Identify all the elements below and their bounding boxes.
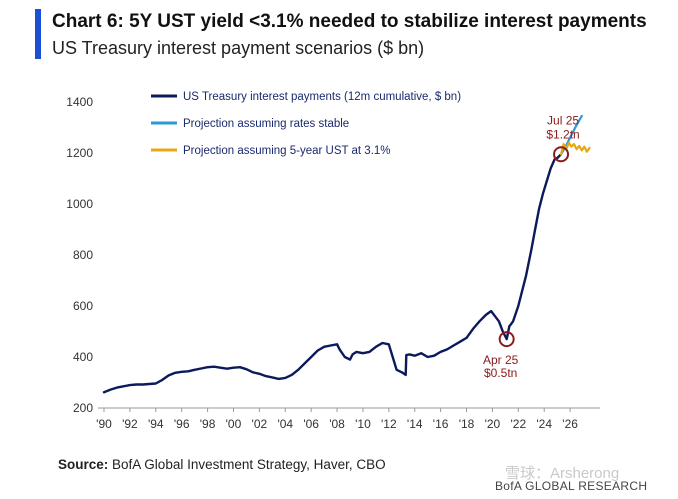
y-tick-label: 1400 xyxy=(66,95,93,109)
source-note: Source: BofA Global Investment Strategy,… xyxy=(58,457,386,472)
x-tick-label: '18 xyxy=(459,417,475,431)
x-tick-label: '20 xyxy=(485,417,501,431)
x-tick-label: '12 xyxy=(381,417,397,431)
legend-label-1: US Treasury interest payments (12m cumul… xyxy=(183,91,461,103)
chart-ticks: 200 400 600 800 1000 1200 1400 '90 '92 '94 '96 '98 '… xyxy=(66,95,578,431)
x-tick-label: '98 xyxy=(200,417,216,431)
annotation-label-apr25: Apr 25 xyxy=(483,353,519,367)
brand-footer: BofA GLOBAL RESEARCH xyxy=(495,479,648,493)
annotation-marker-jul25 xyxy=(553,146,570,163)
annotation-marker-apr25 xyxy=(498,331,515,348)
y-tick-label: 200 xyxy=(73,401,93,415)
source-text: BofA Global Investment Strategy, Haver, … xyxy=(112,457,386,472)
annotation-value-jul25: $1.2tn xyxy=(546,127,579,141)
x-tick-label: '92 xyxy=(122,417,138,431)
y-tick-label: 600 xyxy=(73,299,93,313)
series-line-1 xyxy=(102,153,563,394)
chart-subtitle: US Treasury interest payment scenarios (… xyxy=(52,38,425,58)
x-tick-label: '24 xyxy=(536,417,552,431)
x-tick-label: '94 xyxy=(148,417,164,431)
chart-series xyxy=(102,114,591,394)
chart-legend: US Treasury interest payments (12m cumul… xyxy=(151,91,461,157)
x-tick-label: '00 xyxy=(226,417,242,431)
x-tick-label: '06 xyxy=(303,417,319,431)
x-tick-label: '14 xyxy=(407,417,423,431)
chart-annotations: Apr 25$0.5tn Jul 25$1.2tn xyxy=(483,113,580,380)
y-tick-label: 1200 xyxy=(66,146,93,160)
x-tick-label: '08 xyxy=(329,417,345,431)
legend-label-2: Projection assuming rates stable xyxy=(183,118,349,130)
x-tick-label: '10 xyxy=(355,417,371,431)
x-tick-label: '04 xyxy=(277,417,293,431)
y-tick-label: 1000 xyxy=(66,197,93,211)
y-tick-label: 800 xyxy=(73,248,93,262)
annotation-label-jul25: Jul 25 xyxy=(547,113,579,127)
x-tick-label: '22 xyxy=(510,417,526,431)
x-tick-label: '02 xyxy=(252,417,268,431)
source-label: Source: xyxy=(58,457,109,472)
title-accent-bar xyxy=(35,9,41,59)
x-tick-label: '26 xyxy=(562,417,578,431)
chart-title: Chart 6: 5Y UST yield <3.1% needed to st… xyxy=(52,11,647,32)
annotation-value-apr25: $0.5tn xyxy=(484,366,517,380)
y-tick-label: 400 xyxy=(73,350,93,364)
x-tick-label: '16 xyxy=(433,417,449,431)
watermark: 雪球：Arsherong xyxy=(505,465,620,482)
x-tick-label: '90 xyxy=(96,417,112,431)
x-tick-label: '96 xyxy=(174,417,190,431)
legend-label-3: Projection assuming 5-year UST at 3.1% xyxy=(183,145,391,157)
